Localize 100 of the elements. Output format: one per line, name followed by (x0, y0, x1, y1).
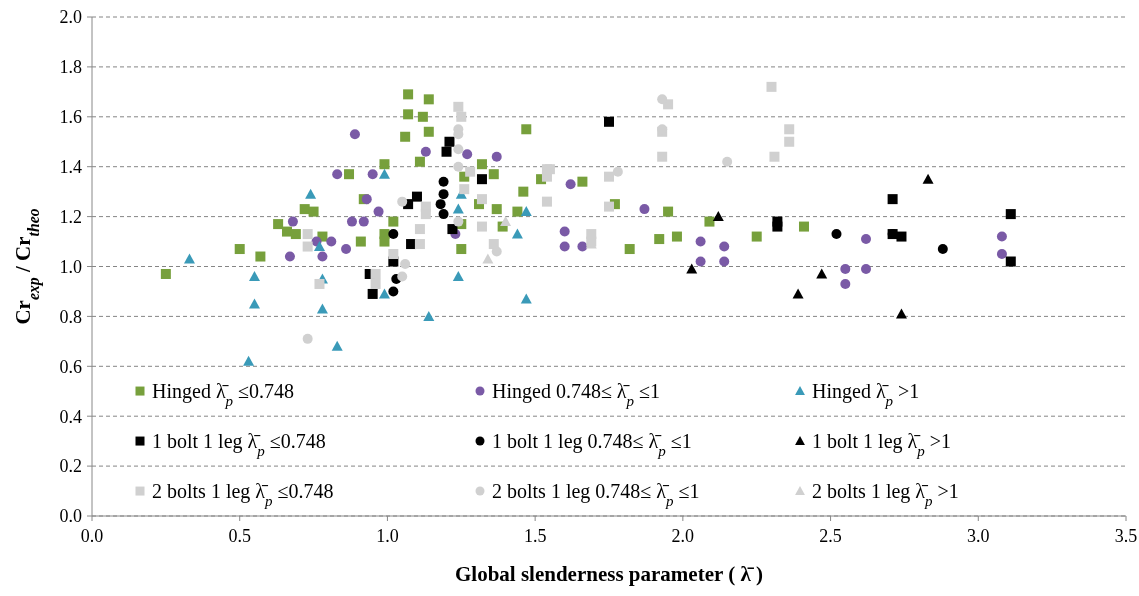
y-tick-label: 0.2 (59, 456, 82, 477)
point (423, 126, 434, 137)
point (438, 189, 449, 200)
point (452, 203, 464, 214)
legend-label: Hinged λ̄$_{p}$ ≤0.748 (152, 380, 295, 410)
legend-label: 2 bolts 1 leg λ̄$_{p}$ >1 (812, 480, 959, 510)
point (367, 288, 378, 299)
x-tick-label: 1.5 (523, 526, 547, 546)
point (861, 264, 872, 274)
point (406, 239, 417, 250)
point (403, 89, 414, 100)
point (1005, 256, 1016, 267)
point (491, 246, 502, 257)
point (444, 136, 455, 147)
point (792, 288, 804, 299)
point (299, 204, 310, 215)
point (772, 221, 783, 232)
point (367, 169, 378, 180)
point (1005, 209, 1016, 220)
point (488, 169, 499, 180)
point (639, 204, 650, 215)
point (400, 131, 411, 142)
point (657, 94, 668, 105)
point (373, 206, 384, 217)
point (695, 256, 706, 267)
point (719, 241, 730, 252)
point (657, 151, 668, 162)
point (243, 355, 255, 366)
point (349, 129, 360, 140)
x-tick-label: 2.0 (671, 526, 695, 546)
point (491, 151, 502, 162)
point (447, 224, 458, 235)
point (784, 136, 795, 147)
point (491, 204, 502, 215)
point (624, 244, 635, 255)
point (604, 116, 614, 127)
point (248, 298, 260, 309)
point (388, 286, 399, 297)
y-tick-label: 0.0 (59, 506, 82, 527)
point (234, 244, 245, 255)
point (423, 310, 435, 321)
y-tick-label: 1.2 (59, 206, 82, 227)
point (302, 241, 313, 252)
y-tick-label: 0.8 (59, 306, 82, 327)
y-tick-label: 1.4 (59, 157, 82, 177)
legend-label: 2 bolts 1 leg λ̄$_{p}$ ≤0.748 (152, 480, 334, 510)
point (695, 236, 706, 247)
point (370, 268, 381, 279)
point (358, 216, 369, 227)
point (305, 188, 317, 199)
point (414, 224, 425, 235)
point (302, 333, 313, 344)
x-axis-title: Global slenderness parameter ( λ̄ ) (455, 562, 763, 586)
point (511, 228, 523, 239)
point (604, 201, 614, 212)
point (453, 161, 464, 172)
point (453, 144, 464, 155)
point (462, 149, 473, 160)
point (379, 236, 390, 247)
point (719, 256, 730, 267)
y-tick-label: 0.6 (59, 356, 82, 377)
point (273, 219, 284, 230)
point (378, 168, 390, 179)
x-tick-label: 3.0 (967, 526, 990, 546)
point (559, 241, 570, 252)
point (417, 111, 428, 122)
point (281, 226, 292, 237)
point (344, 169, 355, 180)
point (840, 278, 851, 289)
point (612, 166, 623, 177)
point (577, 176, 588, 187)
point (704, 216, 715, 227)
point (482, 253, 494, 264)
point (379, 159, 390, 170)
y-tick-label: 1.8 (59, 57, 82, 78)
point (784, 124, 795, 135)
point (388, 216, 399, 227)
point (302, 229, 313, 240)
legend-label: 1 bolt 1 leg λ̄$_{p}$ ≤0.748 (152, 430, 326, 460)
point (565, 179, 576, 190)
point (388, 229, 399, 240)
point (255, 251, 266, 262)
point (896, 231, 907, 242)
point (314, 278, 325, 289)
point (476, 159, 487, 170)
point (520, 293, 532, 304)
point (452, 270, 464, 281)
point (441, 146, 452, 157)
legend-label: 1 bolt 1 leg 0.748≤ λ̄$_{p}$ ≤1 (492, 430, 692, 460)
point (435, 199, 446, 210)
point (438, 209, 449, 220)
point (521, 124, 532, 135)
point (840, 264, 851, 274)
x-tick-label: 2.5 (819, 526, 842, 546)
point (316, 303, 328, 314)
point (512, 206, 523, 217)
point (476, 221, 487, 232)
point (766, 81, 777, 92)
point (378, 288, 390, 299)
point (456, 111, 467, 122)
